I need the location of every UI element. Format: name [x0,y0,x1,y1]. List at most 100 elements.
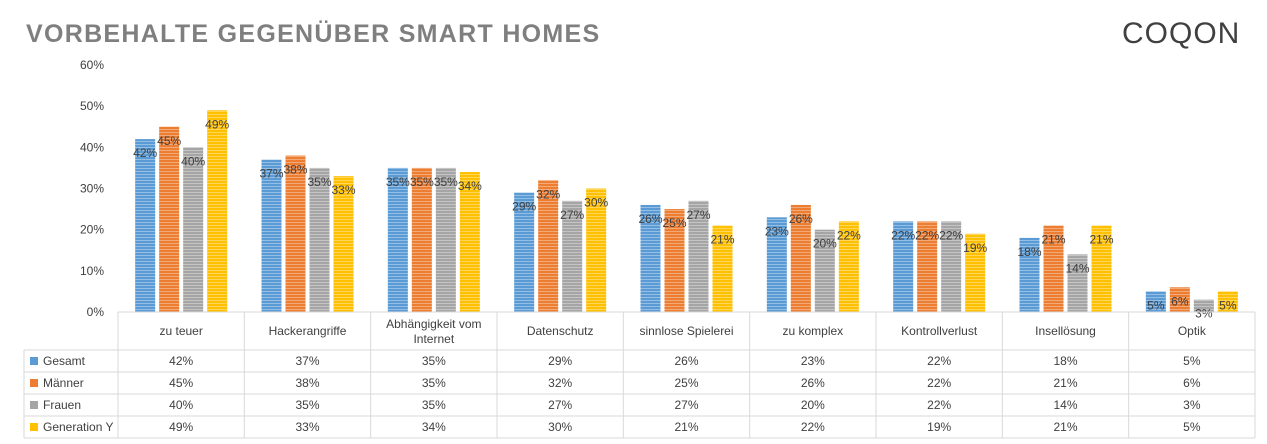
data-label: 14% [1065,261,1089,275]
data-label: 49% [205,117,229,131]
data-label: 35% [386,175,410,189]
bar-stripe [1169,287,1190,312]
table-cell: 26% [801,376,825,390]
category-label: zu komplex [782,324,843,338]
bar-stripe [459,172,480,312]
legend-label: Gesamt [43,354,86,368]
table-cell: 33% [295,420,319,434]
bar-stripe [261,159,282,312]
bar-stripe [333,176,354,312]
bar-stripe [917,221,938,312]
bar-stripe [183,147,204,312]
bar-stripe [159,126,180,312]
y-tick-label: 20% [80,223,104,237]
bar-stripe [664,209,685,312]
table-cell: 35% [422,354,446,368]
table-cell: 35% [422,376,446,390]
data-label: 40% [181,154,205,168]
table-cell: 21% [1053,420,1077,434]
data-label: 23% [765,224,789,238]
legend-label: Männer [43,376,84,390]
table-cell: 45% [169,376,193,390]
table-cell: 19% [927,420,951,434]
bar-stripe [941,221,962,312]
table-cell: 3% [1183,398,1201,412]
bar-stripe [1193,299,1214,312]
y-tick-label: 10% [80,264,104,278]
bar-stripe [538,180,559,312]
bar-stripe [893,221,914,312]
bar-stripe [1067,254,1088,312]
data-label: 42% [133,146,157,160]
y-tick-label: 60% [80,58,104,72]
data-label: 38% [283,163,307,177]
table-cell: 42% [169,354,193,368]
data-label: 21% [1041,233,1065,247]
y-tick-label: 40% [80,140,104,154]
table-cell: 32% [548,376,572,390]
bar-stripe [712,225,733,312]
table-cell: 21% [674,420,698,434]
table-cell: 5% [1183,354,1201,368]
data-label: 3% [1195,307,1213,321]
bar-stripe [207,110,228,313]
bar-stripe [309,167,330,312]
table-cell: 6% [1183,376,1201,390]
data-label: 35% [434,175,458,189]
table-cell: 22% [927,354,951,368]
table-cell: 22% [927,376,951,390]
bar-stripe [586,188,607,312]
table-cell: 35% [422,398,446,412]
bar-stripe [411,167,432,312]
logo-text: COQON [1122,17,1240,50]
legend-swatch [30,357,38,365]
data-label: 21% [1089,233,1113,247]
bar-stripe [387,167,408,312]
data-label: 5% [1219,298,1237,312]
bar-stripe [435,167,456,312]
table-cell: 27% [548,398,572,412]
y-tick-label: 30% [80,182,104,196]
coqon-logo: COQON [1122,17,1240,50]
category-label: Optik [1178,324,1207,338]
table-cell: 27% [674,398,698,412]
bar-stripe [814,229,835,312]
category-label: sinnlose Spielerei [639,324,733,338]
bar-stripe [562,200,583,312]
bar-stripe [1019,237,1040,312]
legend-swatch [30,423,38,431]
table-cell: 40% [169,398,193,412]
bar-stripe [838,221,859,312]
table-cell: 30% [548,420,572,434]
table-cell: 20% [801,398,825,412]
y-tick-label: 0% [87,305,105,319]
bar-stripe [640,204,661,312]
table-cell: 23% [801,354,825,368]
data-label: 27% [560,208,584,222]
data-label: 30% [584,196,608,210]
data-label: 33% [331,183,355,197]
data-label: 26% [789,212,813,226]
y-tick-label: 50% [80,99,104,113]
bar-stripe [1145,291,1166,312]
category-label: Kontrollverlust [901,324,978,338]
data-label: 22% [915,228,939,242]
data-label: 34% [458,179,482,193]
bar-stripe [514,192,535,312]
category-label: Abhängigkeit vom Internet [386,317,481,346]
data-label: 20% [813,237,837,251]
bar-stripe [1217,291,1238,312]
data-label: 32% [536,187,560,201]
data-label: 37% [259,167,283,181]
data-label: 6% [1171,294,1189,308]
table-cell: 18% [1053,354,1077,368]
table-cell: 5% [1183,420,1201,434]
data-label: 22% [939,228,963,242]
legend-swatch [30,401,38,409]
table-cell: 22% [801,420,825,434]
bar-stripe [285,155,306,312]
table-cell: 49% [169,420,193,434]
bar-stripe [766,217,787,312]
chart-title: VORBEHALTE GEGENÜBER SMART HOMES [26,20,601,48]
